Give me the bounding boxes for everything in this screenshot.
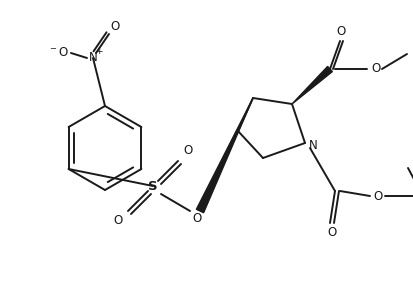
Text: N: N (88, 51, 97, 65)
Text: N: N (308, 140, 317, 152)
Polygon shape (291, 66, 332, 104)
Polygon shape (196, 98, 252, 213)
Text: O: O (183, 144, 192, 158)
Text: O: O (110, 21, 119, 33)
Text: +: + (95, 47, 102, 57)
Text: O: O (335, 25, 345, 39)
Text: O: O (192, 212, 201, 225)
Text: $^-$O: $^-$O (48, 47, 69, 59)
Text: O: O (370, 63, 380, 76)
Text: O: O (113, 214, 122, 227)
Text: O: O (373, 190, 382, 202)
Text: O: O (327, 225, 336, 239)
Text: S: S (148, 180, 157, 192)
